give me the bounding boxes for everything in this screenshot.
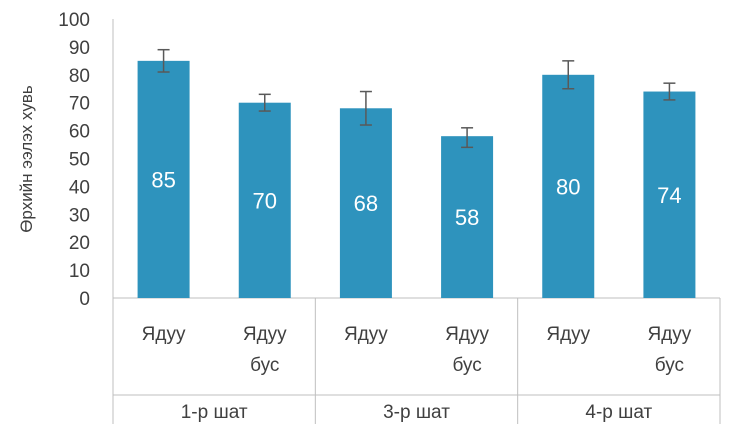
data-label: 68 — [354, 191, 378, 216]
data-labels-layer: 85 70 68 58 80 74 — [151, 167, 681, 230]
bar — [339, 108, 392, 298]
y-tick-label: 20 — [69, 233, 90, 254]
y-tick-label: 10 — [69, 261, 90, 282]
y-tick-label: 60 — [69, 122, 90, 143]
y-tick-label: 0 — [79, 289, 90, 310]
data-label: 70 — [253, 188, 277, 213]
x-category-label: бус — [250, 355, 279, 376]
y-tick-label: 40 — [69, 177, 90, 198]
x-category-label: Ядуу — [344, 324, 388, 345]
data-label: 85 — [151, 167, 175, 192]
x-category-label: Ядуу — [142, 324, 186, 345]
bar — [643, 91, 696, 298]
y-tick-label: 30 — [69, 205, 90, 226]
bar — [441, 136, 494, 298]
x-category-label: Ядуу — [243, 324, 287, 345]
x-category-label: бус — [655, 355, 684, 376]
y-tick-label: 80 — [69, 66, 90, 87]
y-axis-ticks: 0 10 20 30 40 50 60 70 80 90 100 — [58, 10, 90, 310]
y-tick-label: 90 — [69, 38, 90, 59]
data-label: 80 — [556, 174, 580, 199]
y-tick-label: 50 — [69, 150, 90, 171]
axes — [112, 19, 721, 424]
data-label: 74 — [657, 183, 681, 208]
y-tick-label: 70 — [69, 94, 90, 115]
bar — [137, 60, 190, 298]
group-label: 1-р шат — [181, 402, 248, 423]
data-label: 58 — [455, 205, 479, 230]
x-axis-labels: 1-р шат Ядуу Ядуу бус 3-р шат Ядуу Ядуу бус 4-р … — [142, 324, 692, 423]
bar — [238, 102, 291, 298]
x-category-label: Ядуу — [648, 324, 692, 345]
x-category-label: Ядуу — [546, 324, 590, 345]
bars-layer — [137, 60, 696, 298]
group-label: 3-р шат — [383, 402, 450, 423]
x-category-label: Ядуу — [445, 324, 489, 345]
x-category-label: бус — [452, 355, 481, 376]
error-bars-layer — [157, 48, 676, 149]
y-axis-title: Өрхийн ээлэх хувь — [17, 85, 36, 233]
bar — [542, 74, 595, 298]
group-label: 4-р шат — [585, 402, 652, 423]
y-tick-label: 100 — [58, 10, 90, 31]
